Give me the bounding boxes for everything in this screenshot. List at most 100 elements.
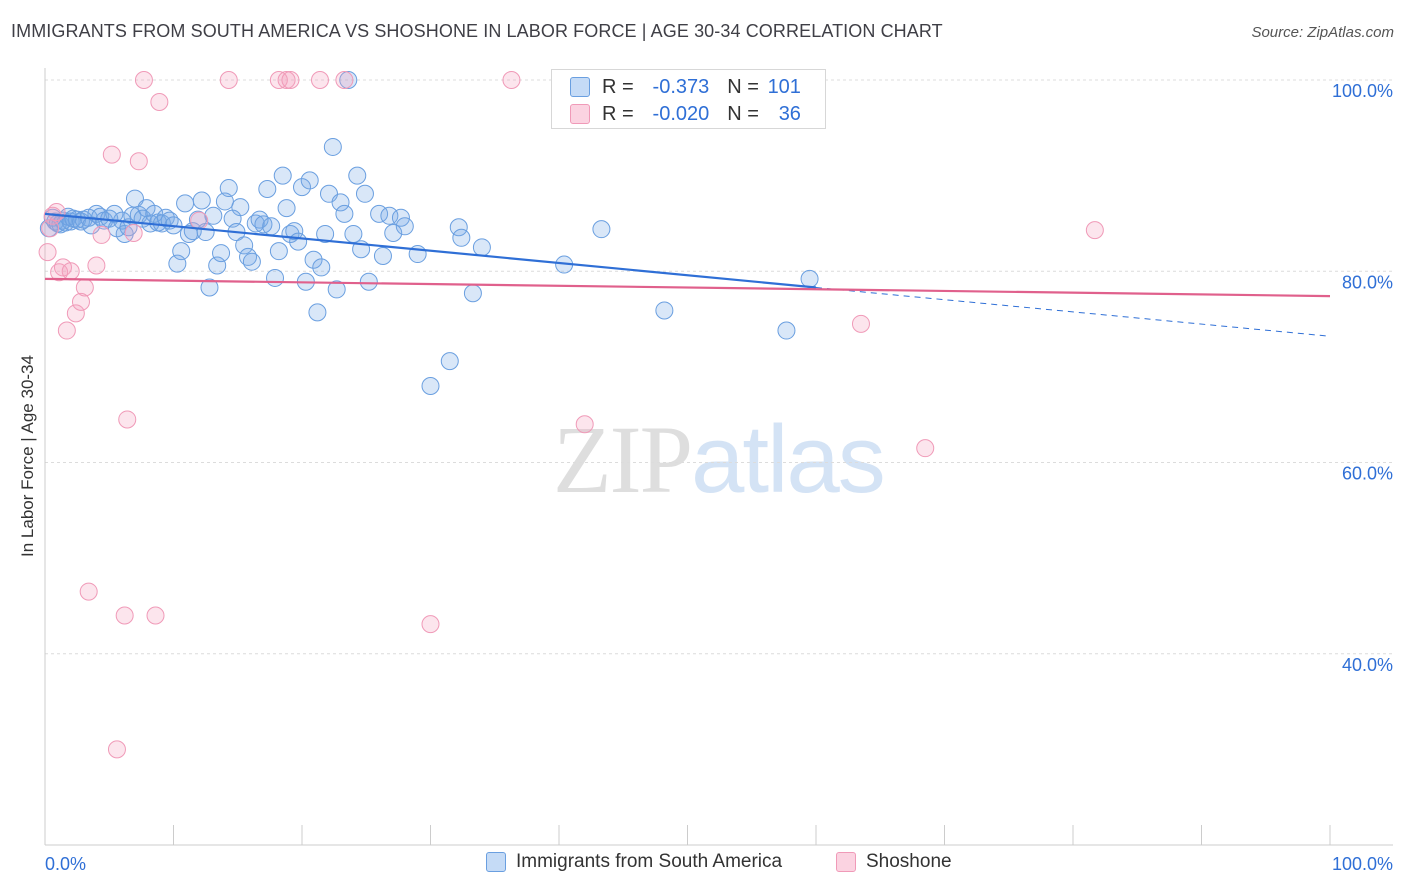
point-shoshone [129, 152, 148, 171]
point-south-america [258, 180, 277, 199]
stats-legend: R = -0.373 N = 101 R = -0.020 N = 36 [551, 69, 826, 129]
point-south-america [440, 352, 459, 371]
point-shoshone [102, 145, 121, 164]
point-south-america [391, 208, 410, 227]
legend-item-shoshone[interactable]: Shoshone [836, 851, 952, 873]
point-shoshone [190, 211, 209, 230]
r-value: -0.373 [652, 75, 710, 98]
points-layer [38, 71, 1104, 759]
point-south-america [145, 204, 164, 223]
point-south-america [176, 194, 195, 213]
point-shoshone [150, 92, 169, 111]
point-shoshone [146, 606, 165, 625]
point-south-america [200, 278, 219, 297]
r-label: R = [602, 75, 634, 98]
legend-label: Shoshone [866, 851, 952, 872]
n-value: 101 [767, 75, 801, 98]
point-south-america [395, 217, 414, 236]
x-tick-label: 100.0% [1332, 854, 1393, 874]
point-south-america [285, 222, 304, 241]
point-south-america [273, 166, 292, 185]
point-south-america [269, 242, 288, 261]
point-south-america [254, 215, 273, 234]
point-shoshone [47, 202, 66, 221]
point-south-america [339, 71, 358, 89]
point-shoshone [575, 415, 594, 434]
point-south-america [355, 184, 374, 203]
point-south-america [592, 220, 611, 239]
chart-title: IMMIGRANTS FROM SOUTH AMERICA VS SHOSHON… [11, 21, 943, 41]
point-south-america [359, 272, 378, 291]
trendline-shoshone [44, 277, 1331, 298]
point-shoshone [57, 321, 76, 340]
legend-item-south-america[interactable]: Immigrants from South America [486, 851, 782, 873]
axis-layer [44, 68, 1393, 846]
point-south-america [463, 284, 482, 303]
point-shoshone [118, 410, 137, 429]
point-shoshone [124, 224, 143, 242]
point-south-america [204, 206, 223, 225]
point-south-america [800, 269, 819, 288]
point-south-america [289, 232, 308, 251]
legend-label: Immigrants from South America [516, 851, 783, 872]
stats-row-shoshone: R = -0.020 N = 36 [570, 101, 801, 127]
point-south-america [335, 204, 354, 223]
point-south-america [344, 224, 363, 243]
point-south-america [777, 321, 796, 340]
trendline-south-america [44, 212, 817, 289]
stats-row-south-america: R = -0.373 N = 101 [570, 74, 801, 100]
point-south-america [262, 217, 281, 236]
point-shoshone [502, 71, 521, 89]
point-shoshone [107, 740, 126, 759]
n-value: 36 [778, 102, 801, 125]
point-shoshone [71, 292, 90, 311]
point-south-america [327, 280, 346, 299]
point-south-america [655, 301, 674, 320]
point-shoshone [61, 262, 80, 281]
point-shoshone [851, 314, 870, 333]
point-south-america [380, 206, 399, 225]
point-south-america [212, 244, 231, 263]
point-south-america [300, 171, 319, 190]
point-shoshone [92, 225, 111, 244]
point-south-america [192, 191, 211, 210]
point-shoshone [79, 582, 98, 601]
legend-swatch-blue [486, 852, 506, 872]
point-south-america [105, 204, 124, 223]
grid-layer [45, 79, 1393, 655]
y-axis-label: In Labor Force | Age 30-34 [18, 355, 37, 557]
legend-swatch-pink [570, 104, 590, 124]
r-value: -0.020 [652, 102, 710, 125]
point-shoshone [75, 278, 94, 297]
point-south-america [277, 199, 296, 218]
point-south-america [235, 236, 254, 255]
point-south-america [231, 198, 250, 217]
point-south-america [373, 246, 392, 265]
point-south-america [421, 377, 440, 395]
y-tick-label: 100.0% [1332, 81, 1393, 101]
legend-swatch-pink [836, 852, 856, 872]
y-tick-label: 40.0% [1342, 655, 1393, 675]
tick-label-layer: 40.0% 60.0% 80.0% 100.0% 0.0% 100.0% [45, 81, 1393, 874]
trend-layer [44, 212, 1331, 337]
point-shoshone [335, 71, 354, 89]
point-shoshone [134, 71, 153, 89]
n-label: N = [727, 102, 759, 125]
point-shoshone [87, 256, 106, 275]
point-south-america [172, 242, 191, 261]
source-credit: Source: ZipAtlas.com [1251, 24, 1394, 41]
n-label: N = [727, 75, 759, 98]
point-shoshone [38, 243, 57, 262]
point-south-america [323, 137, 342, 156]
point-south-america [452, 228, 471, 247]
point-shoshone [115, 606, 134, 625]
trendline-south-america-extension [815, 287, 1331, 337]
point-shoshone [66, 304, 85, 323]
point-south-america [312, 258, 331, 277]
point-south-america [308, 303, 327, 322]
r-label: R = [602, 102, 634, 125]
watermark: ZIPatlas [553, 404, 886, 515]
point-shoshone [281, 71, 300, 89]
x-tick-label: 0.0% [45, 854, 86, 874]
